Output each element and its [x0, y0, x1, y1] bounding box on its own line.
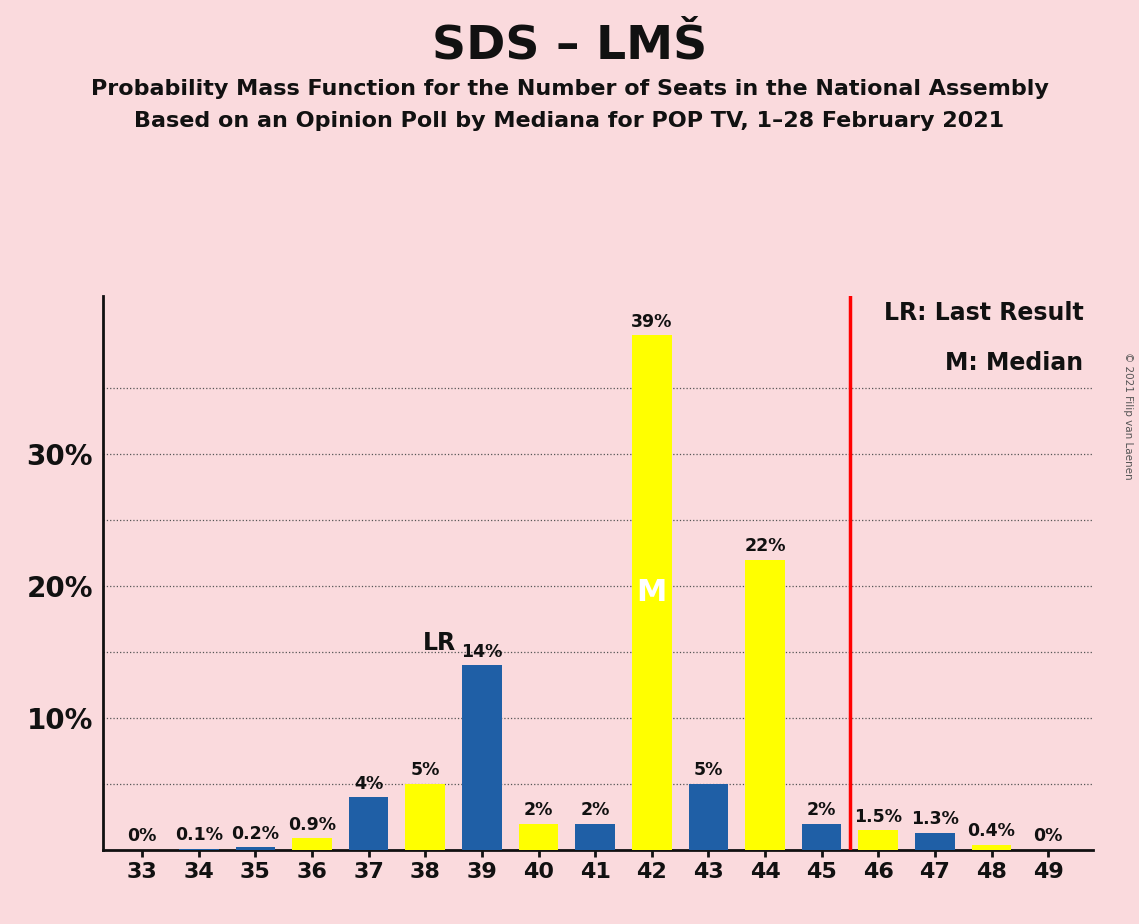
- Text: 0%: 0%: [1033, 828, 1063, 845]
- Text: LR: Last Result: LR: Last Result: [884, 301, 1083, 325]
- Text: 0.1%: 0.1%: [174, 826, 223, 845]
- Text: 2%: 2%: [524, 801, 554, 819]
- Bar: [802, 823, 842, 850]
- Text: SDS – LMŠ: SDS – LMŠ: [432, 23, 707, 68]
- Bar: [689, 784, 728, 850]
- Bar: [405, 784, 445, 850]
- Bar: [972, 845, 1011, 850]
- Text: 14%: 14%: [461, 643, 502, 661]
- Text: 5%: 5%: [694, 761, 723, 780]
- Text: 22%: 22%: [744, 537, 786, 555]
- Text: 2%: 2%: [581, 801, 609, 819]
- Text: 0%: 0%: [128, 828, 157, 845]
- Text: LR: LR: [424, 631, 457, 655]
- Text: 5%: 5%: [410, 761, 440, 780]
- Text: 39%: 39%: [631, 312, 672, 331]
- Bar: [349, 797, 388, 850]
- Text: 2%: 2%: [806, 801, 836, 819]
- Text: 0.9%: 0.9%: [288, 816, 336, 833]
- Text: © 2021 Filip van Laenen: © 2021 Filip van Laenen: [1123, 352, 1133, 480]
- Bar: [462, 665, 501, 850]
- Bar: [179, 849, 219, 850]
- Text: Based on an Opinion Poll by Mediana for POP TV, 1–28 February 2021: Based on an Opinion Poll by Mediana for …: [134, 111, 1005, 131]
- Bar: [518, 823, 558, 850]
- Bar: [859, 831, 898, 850]
- Bar: [236, 847, 276, 850]
- Text: Probability Mass Function for the Number of Seats in the National Assembly: Probability Mass Function for the Number…: [91, 79, 1048, 99]
- Text: M: Median: M: Median: [945, 351, 1083, 375]
- Bar: [915, 833, 954, 850]
- Bar: [575, 823, 615, 850]
- Bar: [745, 560, 785, 850]
- Text: 0.4%: 0.4%: [967, 822, 1016, 840]
- Text: 0.2%: 0.2%: [231, 825, 279, 843]
- Bar: [293, 838, 331, 850]
- Text: 4%: 4%: [354, 774, 383, 793]
- Text: 1.5%: 1.5%: [854, 808, 902, 826]
- Text: 1.3%: 1.3%: [911, 810, 959, 828]
- Text: M: M: [637, 578, 667, 607]
- Bar: [632, 335, 672, 850]
